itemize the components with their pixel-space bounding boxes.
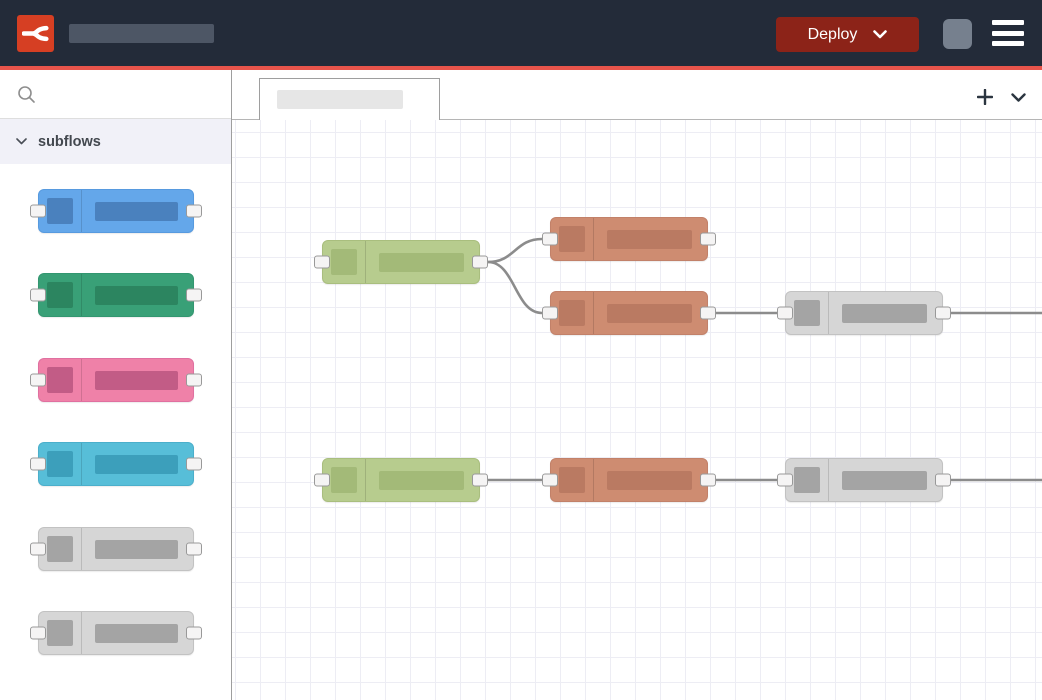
palette-node-cyan[interactable]	[30, 442, 202, 486]
palette-sidebar: subflows	[0, 70, 232, 700]
node-label-placeholder	[607, 303, 692, 323]
node-input-port[interactable]	[30, 204, 46, 218]
flow-list-button[interactable]	[1011, 92, 1026, 102]
node-red-logo[interactable]	[17, 15, 54, 52]
node-output-port[interactable]	[186, 288, 202, 302]
deploy-label: Deploy	[807, 25, 858, 43]
user-avatar[interactable]	[943, 19, 972, 49]
flow-canvas[interactable]	[232, 120, 1042, 700]
chevron-down-icon	[1011, 92, 1026, 102]
node-icon	[47, 367, 73, 393]
hamburger-icon	[992, 41, 1024, 46]
node-icon	[559, 467, 585, 493]
flow-node-salmon[interactable]	[542, 458, 716, 502]
node-icon	[331, 467, 357, 493]
palette-search[interactable]	[0, 70, 231, 119]
node-output-port[interactable]	[186, 626, 202, 640]
flow-tab-label-placeholder	[277, 90, 403, 109]
flow-tab[interactable]	[259, 78, 440, 120]
palette-node-list	[0, 70, 232, 700]
flow-node-gray[interactable]	[777, 458, 951, 502]
node-icon	[47, 282, 73, 308]
node-label-placeholder	[607, 229, 692, 249]
node-input-port[interactable]	[314, 473, 330, 487]
node-red-branch-icon	[22, 25, 49, 42]
node-output-port[interactable]	[186, 457, 202, 471]
search-icon	[18, 85, 35, 103]
flow-node-olive[interactable]	[314, 458, 488, 502]
node-input-port[interactable]	[777, 306, 793, 320]
node-label-placeholder	[607, 470, 692, 490]
node-icon	[559, 300, 585, 326]
node-input-port[interactable]	[30, 288, 46, 302]
palette-node-gray[interactable]	[30, 611, 202, 655]
hamburger-icon	[992, 30, 1024, 36]
flow-node-gray[interactable]	[777, 291, 951, 335]
palette-section-subflows[interactable]: subflows	[0, 119, 231, 164]
tab-toolbar	[977, 89, 1026, 105]
node-label-placeholder	[842, 303, 927, 323]
flow-node-salmon[interactable]	[542, 291, 716, 335]
palette-node-green[interactable]	[30, 273, 202, 317]
node-label-placeholder	[95, 539, 178, 559]
node-input-port[interactable]	[542, 232, 558, 246]
node-icon	[794, 467, 820, 493]
node-output-port[interactable]	[186, 373, 202, 387]
node-input-port[interactable]	[542, 306, 558, 320]
main-menu-button[interactable]	[992, 20, 1024, 46]
node-label-placeholder	[95, 454, 178, 474]
node-output-port[interactable]	[186, 542, 202, 556]
node-icon	[794, 300, 820, 326]
node-output-port[interactable]	[700, 473, 716, 487]
palette-section-label: subflows	[38, 133, 101, 150]
header-accent-line	[0, 66, 1042, 70]
node-label-placeholder	[95, 285, 178, 305]
node-input-port[interactable]	[30, 626, 46, 640]
node-output-port[interactable]	[472, 255, 488, 269]
node-icon	[47, 620, 73, 646]
node-input-port[interactable]	[777, 473, 793, 487]
node-label-placeholder	[842, 470, 927, 490]
workspace-title-placeholder	[69, 24, 214, 43]
node-output-port[interactable]	[472, 473, 488, 487]
app-header: Deploy	[0, 0, 1042, 66]
hamburger-icon	[992, 20, 1024, 25]
chevron-down-icon	[873, 30, 888, 39]
node-output-port[interactable]	[935, 306, 951, 320]
node-label-placeholder	[379, 252, 464, 272]
workspace-area	[232, 70, 1042, 700]
flow-node-salmon[interactable]	[542, 217, 716, 261]
node-input-port[interactable]	[542, 473, 558, 487]
node-input-port[interactable]	[30, 457, 46, 471]
chevron-down-icon	[16, 138, 27, 145]
node-icon	[47, 451, 73, 477]
node-icon	[331, 249, 357, 275]
plus-icon	[977, 89, 993, 105]
node-icon	[47, 536, 73, 562]
node-icon	[559, 226, 585, 252]
node-label-placeholder	[95, 623, 178, 643]
node-input-port[interactable]	[314, 255, 330, 269]
palette-node-gray[interactable]	[30, 527, 202, 571]
node-input-port[interactable]	[30, 542, 46, 556]
add-flow-button[interactable]	[977, 89, 993, 105]
node-output-port[interactable]	[935, 473, 951, 487]
flow-node-olive[interactable]	[314, 240, 488, 284]
flow-tab-bar	[232, 70, 1042, 120]
deploy-button[interactable]: Deploy	[776, 17, 919, 52]
node-icon	[47, 198, 73, 224]
palette-node-pink[interactable]	[30, 358, 202, 402]
node-output-port[interactable]	[186, 204, 202, 218]
node-input-port[interactable]	[30, 373, 46, 387]
node-label-placeholder	[379, 470, 464, 490]
node-label-placeholder	[95, 370, 178, 390]
node-output-port[interactable]	[700, 306, 716, 320]
palette-node-blue[interactable]	[30, 189, 202, 233]
node-output-port[interactable]	[700, 232, 716, 246]
node-label-placeholder	[95, 201, 178, 221]
